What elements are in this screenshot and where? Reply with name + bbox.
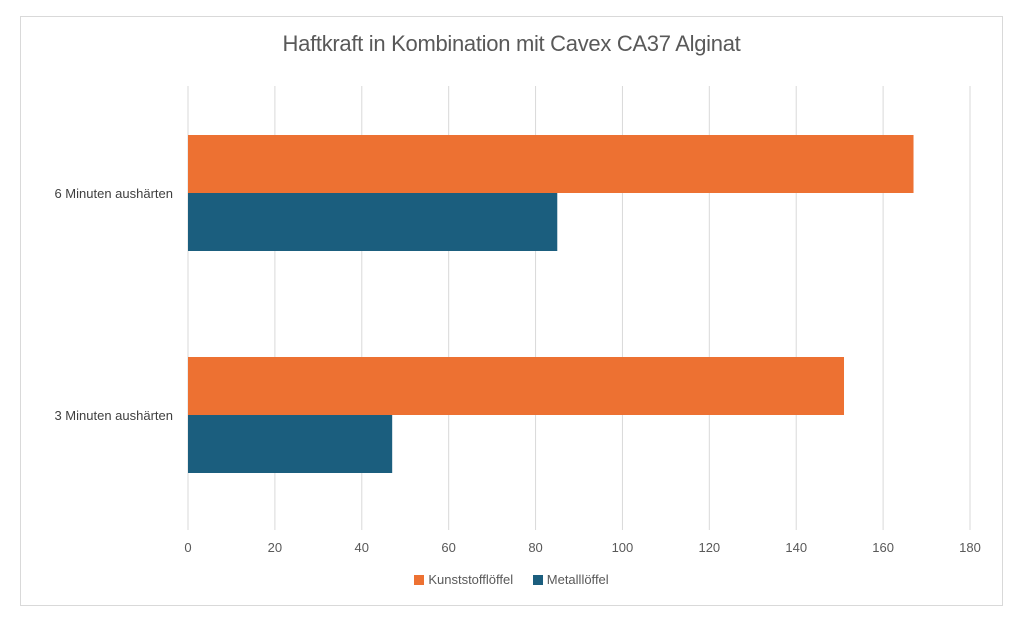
category-label: 6 Minuten aushärten [54, 186, 173, 201]
x-tick-label: 80 [528, 540, 542, 555]
x-tick-label: 120 [698, 540, 720, 555]
legend-item-kunststoff: Kunststofflöffel [414, 572, 513, 587]
x-tick-label: 20 [268, 540, 282, 555]
bar-kunststoff-1 [188, 357, 845, 415]
legend-label-metall: Metalllöffel [546, 572, 609, 587]
x-tick-label: 160 [872, 540, 894, 555]
legend-item-metall: Metalllöffel [532, 572, 609, 587]
x-tick-label: 100 [612, 540, 634, 555]
legend-swatch-metall [532, 574, 543, 585]
chart-legend: Kunststofflöffel Metalllöffel [0, 572, 1023, 588]
x-tick-label: 60 [441, 540, 455, 555]
legend-label-kunststoff: Kunststofflöffel [428, 572, 514, 587]
chart-title: Haftkraft in Kombination mit Cavex CA37 … [282, 31, 741, 56]
legend-swatch-kunststoff [414, 574, 425, 585]
x-tick-label: 0 [184, 540, 191, 555]
category-label: 3 Minuten aushärten [54, 408, 173, 423]
x-tick-label: 40 [355, 540, 369, 555]
bar-metall-0 [188, 193, 558, 251]
x-tick-label: 140 [785, 540, 807, 555]
bar-metall-1 [188, 415, 393, 473]
bar-kunststoff-0 [188, 135, 914, 193]
chart-frame [20, 16, 1003, 606]
x-tick-label: 180 [959, 540, 981, 555]
